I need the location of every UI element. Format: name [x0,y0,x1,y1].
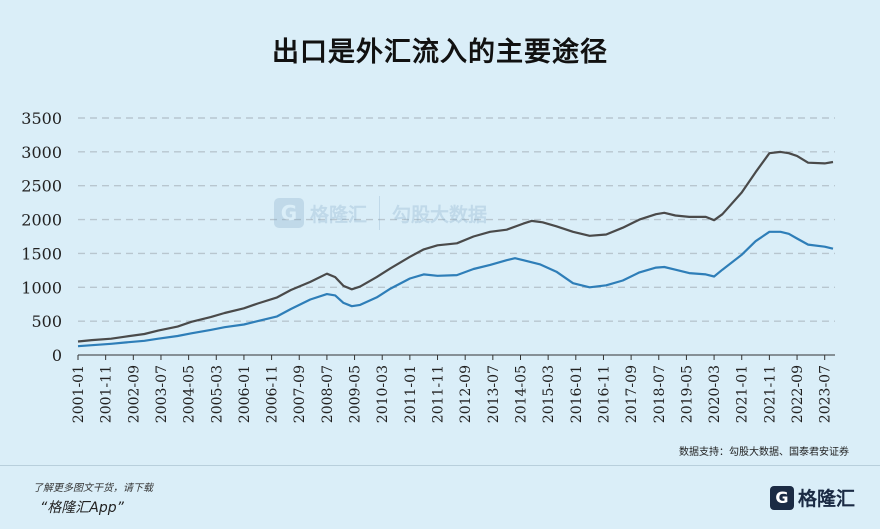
x-tick-label: 2001-01 [71,365,87,423]
x-tick-label: 2006-11 [265,365,281,423]
x-tick-label: 2008-07 [320,365,336,423]
x-tick-label: 2004-05 [182,365,198,423]
x-tick-label: 2005-03 [209,365,225,423]
x-tick-label: 2022-09 [790,365,806,423]
x-tick-label: 2006-01 [237,365,253,423]
x-tick-label: 2011-11 [431,365,447,423]
chart-title: 出口是外汇流入的主要途径 [272,37,608,68]
x-tick-label: 2012-09 [458,365,474,423]
x-tick-label: 2010-03 [375,365,391,423]
x-tick-label: 2019-05 [679,365,695,423]
watermark-divider [379,196,381,230]
data-source-note: 数据支持：勾股大数据、国泰君安证券 [679,447,849,458]
x-tick-label: 2011-01 [403,365,419,423]
y-tick-label: 1500 [21,244,62,263]
promo-line-2[interactable]: “格隆汇App” [40,500,124,516]
axes [77,354,835,360]
y-tick-label: 2000 [21,211,62,230]
y-tick-label: 0 [52,346,62,365]
series-line-2 [77,230,834,348]
x-tick-label: 2017-09 [624,365,640,423]
x-tick-label: 2020-03 [707,365,723,423]
x-tick-label: 2016-11 [596,365,612,423]
watermark-text: 勾股大数据 [392,203,488,226]
y-tick-label: 1000 [21,278,62,297]
x-tick-label: 2007-09 [292,365,308,423]
x-tick-label: 2015-03 [541,365,557,423]
x-tick-label: 2009-05 [348,365,364,423]
watermark: G 格隆汇 勾股大数据 [274,196,487,230]
x-tick-label: 2003-07 [154,365,170,423]
x-tick-label: 2001-11 [99,365,115,423]
x-tick-label: 2002-09 [126,365,142,423]
brand-logo-icon: G [770,485,794,510]
y-tick-label: 3500 [21,109,62,128]
gridlines [78,117,835,322]
y-tick-label: 2500 [21,177,62,196]
y-tick-label: 3000 [21,143,62,162]
brand-logo[interactable]: G 格隆汇 [770,484,855,511]
series-lines [77,150,834,348]
x-tick-label: 2018-07 [652,365,668,423]
x-tick-label: 2014-05 [513,365,529,423]
footer-divider [0,465,880,466]
x-tick-label: 2021-11 [762,365,778,423]
brand-name: 格隆汇 [798,488,856,510]
y-tick-label: 500 [31,312,62,331]
promo-line-1: 了解更多图文干货，请下载 [33,483,153,494]
x-tick-label: 2023-07 [818,365,834,423]
watermark-brand: 格隆汇 [310,203,368,226]
x-tick-label: 2016-01 [569,365,585,423]
series-line-1 [77,150,834,343]
x-tick-label: 2021-01 [735,365,751,423]
tick-labels: 0 500 1000 1500 2000 2500 3000 3500 2001-01 2001-… [21,109,833,423]
watermark-logo-icon: G [274,198,304,228]
x-tick-label: 2013-07 [486,365,502,423]
